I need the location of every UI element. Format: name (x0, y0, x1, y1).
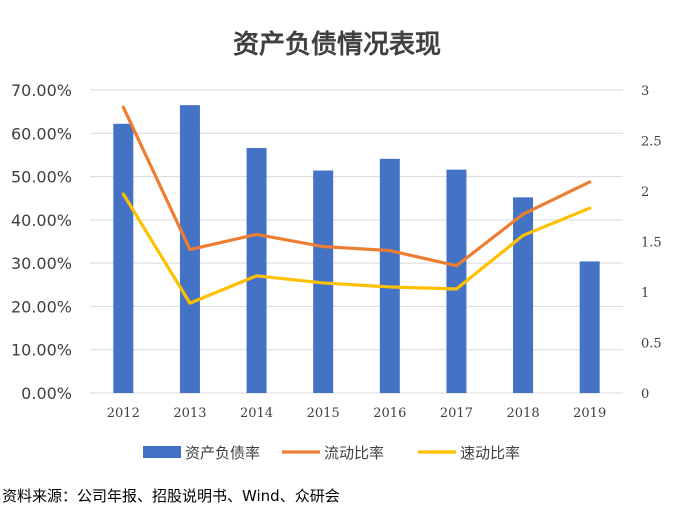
y-right-tick-label: 0.5 (641, 337, 662, 352)
y-right-tick-label: 1 (641, 286, 649, 301)
gridlines (90, 89, 623, 394)
bar (379, 158, 400, 393)
y-left-tick-label: 50.00% (11, 168, 72, 187)
y-left-tick-label: 60.00% (11, 124, 72, 143)
y-left-tick-label: 10.00% (11, 341, 72, 360)
bar (579, 261, 600, 393)
y-left-tick-label: 30.00% (11, 254, 72, 273)
legend: 资产负债率 流动比率 速动比率 (143, 444, 520, 462)
y-axis-left: 0.00% 10.00% 20.00% 30.00% 40.00% 50.00% 60.00… (11, 81, 72, 403)
bar-series (113, 105, 600, 394)
x-tick-label: 2019 (573, 406, 606, 421)
legend-swatch (143, 446, 181, 458)
y-right-tick-label: 2 (641, 185, 649, 200)
x-tick-label: 2018 (507, 406, 540, 421)
y-left-tick-label: 70.00% (11, 81, 72, 100)
y-right-tick-label: 2.5 (641, 135, 662, 150)
series-line (121, 105, 592, 268)
y-right-tick-label: 0 (641, 387, 649, 402)
y-right-tick-label: 1.5 (641, 236, 662, 251)
y-axis-right: 0 0.5 1 1.5 2 2.5 3 (641, 84, 662, 402)
x-tick-label: 2015 (307, 406, 340, 421)
y-right-tick-label: 3 (641, 84, 649, 99)
x-tick-label: 2017 (440, 406, 473, 421)
x-tick-label: 2016 (373, 406, 406, 421)
bar (513, 197, 534, 393)
legend-label: 资产负债率 (185, 444, 260, 462)
bar (446, 169, 467, 393)
bar (246, 148, 267, 393)
line-series (121, 105, 592, 305)
y-left-tick-label: 40.00% (11, 211, 72, 230)
series-line (121, 192, 592, 305)
legend-label: 流动比率 (324, 444, 384, 462)
x-tick-label: 2013 (173, 406, 206, 421)
y-left-tick-label: 20.00% (11, 297, 72, 316)
bar (113, 123, 134, 394)
source-note: 资料来源：公司年报、招股说明书、Wind、众研会 (2, 487, 340, 505)
chart-title: 资产负债情况表现 (233, 30, 441, 60)
x-tick-label: 2014 (240, 406, 273, 421)
x-tick-label: 2012 (107, 406, 140, 421)
y-left-tick-label: 0.00% (21, 384, 72, 403)
x-axis: 2012 2013 2014 2015 2016 2017 2018 2019 (107, 406, 606, 421)
legend-label: 速动比率 (460, 444, 520, 462)
